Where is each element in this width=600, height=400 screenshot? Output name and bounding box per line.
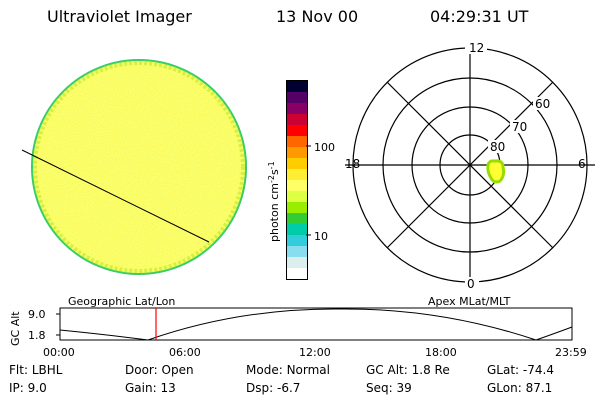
orbit-y-top: 9.0 [28,308,46,321]
colorbar-tick-10: 10 [314,230,328,243]
polar-ring-label-80: 80 [490,140,505,154]
orbit-y-bottom: 1.8 [28,329,46,342]
param-flt: Flt: LBHL [9,363,63,377]
polar-ring-label-70: 70 [512,120,527,134]
colorbar-segment [287,147,307,158]
colorbar-segment [287,268,307,279]
param-dsp: Dsp: -6.7 [246,381,301,395]
orbit-xtick: 06:00 [169,346,201,359]
polar-ring-label-60: 60 [535,97,550,111]
colorbar-segment [287,136,307,147]
auroral-oval [486,159,506,184]
orbit-left-title: Geographic Lat/Lon [68,295,175,308]
polar-label-12: 12 [469,41,484,55]
param-glat: GLat: -74.4 [487,363,554,377]
orbit-xtick: 18:00 [425,346,457,359]
colorbar-segment [287,125,307,136]
colorbar-unit-label: photon cm-2s-1 [267,161,281,242]
disc-texture [32,60,246,274]
polar-diagonal-2 [386,81,554,249]
colorbar-segment [287,224,307,235]
colorbar-segment [287,202,307,213]
polar-label-6: 6 [578,157,586,171]
colorbar-segment [287,257,307,268]
param-mode: Mode: Normal [246,363,330,377]
colorbar-tick-100: 100 [314,141,335,154]
orbit-plot-frame [59,307,573,341]
terminator-line [21,149,210,243]
date-label: 13 Nov 00 [276,7,359,26]
colorbar-segment [287,103,307,114]
colorbar-segment [287,169,307,180]
colorbar-segment [287,180,307,191]
colorbar [286,80,308,280]
param-glon: GLon: 87.1 [487,381,553,395]
polar-label-18: 18 [345,157,360,171]
param-seq: Seq: 39 [366,381,412,395]
orbit-xtick: 00:00 [43,346,75,359]
orbit-right-title: Apex MLat/MLT [428,295,511,308]
orbit-ylabel: GC Alt [9,311,22,346]
orbit-xtick: 12:00 [299,346,331,359]
colorbar-segment [287,235,307,246]
colorbar-segment [287,191,307,202]
colorbar-segment [287,92,307,103]
param-gain: Gain: 13 [125,381,176,395]
altitude-curve [59,308,573,341]
colorbar-segment [287,246,307,257]
instrument-title: Ultraviolet Imager [47,7,192,26]
param-door: Door: Open [125,363,194,377]
param-ip: IP: 9.0 [9,381,47,395]
param-gc-alt: GC Alt: 1.8 Re [366,363,450,377]
colorbar-segment [287,158,307,169]
colorbar-segment [287,81,307,92]
colorbar-segment [287,114,307,125]
colorbar-segment [287,213,307,224]
orbit-xtick: 23:59 [555,346,587,359]
time-label: 04:29:31 UT [430,7,529,26]
polar-label-0: 0 [467,277,475,291]
